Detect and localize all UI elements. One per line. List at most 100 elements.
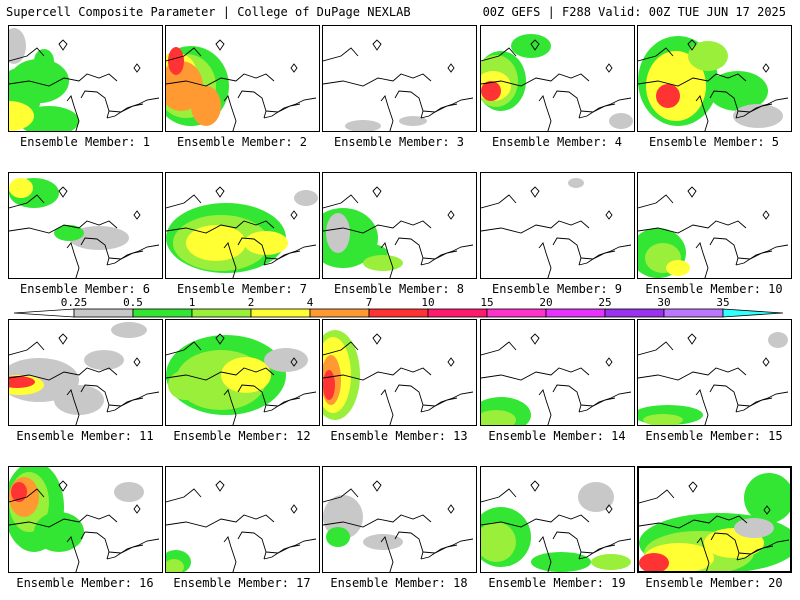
ensemble-member-label: Ensemble Member: 12 xyxy=(173,429,311,443)
map-graphic xyxy=(639,473,790,571)
map-outline xyxy=(58,480,68,492)
map-outline xyxy=(695,237,739,278)
map-outline xyxy=(9,341,45,356)
map-outline xyxy=(323,367,432,381)
scp-contour-blob xyxy=(609,113,633,129)
map-outline xyxy=(638,220,747,234)
ensemble-member-label: Ensemble Member: 15 xyxy=(645,429,783,443)
map-graphic xyxy=(481,34,633,131)
colorbar-tick-label: 10 xyxy=(421,296,435,309)
map-graphic xyxy=(323,330,474,425)
colorbar-segment xyxy=(722,308,784,318)
ensemble-member-label: Ensemble Member: 16 xyxy=(16,576,154,590)
ensemble-member-label: Ensemble Member: 6 xyxy=(19,282,151,296)
map-outline xyxy=(9,367,118,381)
map-outline xyxy=(447,504,455,514)
map-graphic xyxy=(481,178,632,278)
scp-contour-blob xyxy=(656,84,680,108)
map-outline xyxy=(538,531,582,572)
map-outline xyxy=(687,39,697,51)
ensemble-member-label: Ensemble Member: 14 xyxy=(488,429,626,443)
map-outline xyxy=(638,341,674,356)
map-outline xyxy=(133,63,141,73)
ensemble-member-label: Ensemble Member: 4 xyxy=(491,135,623,149)
scp-contour-blob xyxy=(34,512,84,552)
map-outline xyxy=(530,333,540,345)
scp-contour-blob xyxy=(191,86,221,126)
map-outline xyxy=(420,538,474,560)
header-title-left: Supercell Composite Parameter | College … xyxy=(6,5,411,19)
map-outline xyxy=(108,397,144,407)
ensemble-member-label: Ensemble Member: 5 xyxy=(648,135,780,149)
scp-contour-blob xyxy=(578,482,614,512)
map-outline xyxy=(66,531,110,572)
scp-contour-blob xyxy=(733,104,783,128)
map-outline xyxy=(605,504,613,514)
colorbar-segment xyxy=(604,308,665,318)
map-outline xyxy=(265,544,301,554)
map-outline xyxy=(106,97,160,119)
map-outline xyxy=(605,63,613,73)
map-outline xyxy=(9,47,45,62)
scp-contour-blob xyxy=(244,231,288,255)
map-graphic xyxy=(9,467,160,572)
colorbar-tick-label: 1 xyxy=(188,296,196,309)
map-outline xyxy=(166,220,275,234)
ensemble-member-label: Ensemble Member: 3 xyxy=(333,135,465,149)
ensemble-panel-6 xyxy=(8,172,163,279)
colorbar-segment xyxy=(663,308,724,318)
map-outline xyxy=(263,538,317,560)
map-outline xyxy=(290,504,298,514)
map-graphic xyxy=(9,28,160,131)
map-outline xyxy=(106,538,160,560)
map-outline xyxy=(9,488,45,503)
scp-contour-blob xyxy=(768,332,788,348)
map-outline xyxy=(687,333,697,345)
map-outline xyxy=(695,384,739,425)
map-graphic xyxy=(323,480,474,572)
scp-contour-blob xyxy=(511,34,551,58)
map-outline xyxy=(166,367,275,381)
map-outline xyxy=(578,391,632,413)
scp-contour-blob xyxy=(166,559,184,572)
map-outline xyxy=(422,103,458,113)
map-outline xyxy=(530,480,540,492)
map-outline xyxy=(420,244,474,266)
map-outline xyxy=(762,63,770,73)
scp-contour-blob xyxy=(744,473,790,523)
map-outline xyxy=(290,357,298,367)
map-outline xyxy=(762,357,770,367)
scp-contour-blob xyxy=(9,101,34,131)
map-outline xyxy=(538,384,582,425)
map-graphic xyxy=(9,322,160,425)
colorbar-tick-label: 35 xyxy=(716,296,730,309)
colorbar-segment xyxy=(427,308,488,318)
ensemble-panel-3 xyxy=(322,25,477,132)
scp-contour-blob xyxy=(9,28,26,64)
map-outline xyxy=(133,357,141,367)
map-outline xyxy=(323,47,359,62)
scp-contour-blob xyxy=(84,350,124,370)
scp-contour-blob xyxy=(114,482,144,502)
map-outline xyxy=(66,384,110,425)
map-outline xyxy=(638,194,674,209)
map-outline xyxy=(380,531,424,572)
map-outline xyxy=(9,220,118,234)
scp-contour-blob xyxy=(591,554,631,570)
ensemble-panel-16 xyxy=(8,466,163,573)
map-outline xyxy=(215,186,225,198)
scp-contour-blob xyxy=(9,178,33,198)
map-outline xyxy=(447,63,455,73)
ensemble-panel-17 xyxy=(165,466,320,573)
scp-contour-blob xyxy=(294,190,318,206)
map-outline xyxy=(530,186,540,198)
map-outline xyxy=(215,333,225,345)
ensemble-panel-9 xyxy=(480,172,635,279)
scp-contour-blob xyxy=(9,376,35,388)
colorbar-tick-label: 0.25 xyxy=(60,296,88,309)
colorbar-segment xyxy=(545,308,606,318)
scp-contour-blob xyxy=(34,49,54,73)
map-outline xyxy=(223,90,267,131)
map-outline xyxy=(578,244,632,266)
map-outline xyxy=(738,545,774,555)
